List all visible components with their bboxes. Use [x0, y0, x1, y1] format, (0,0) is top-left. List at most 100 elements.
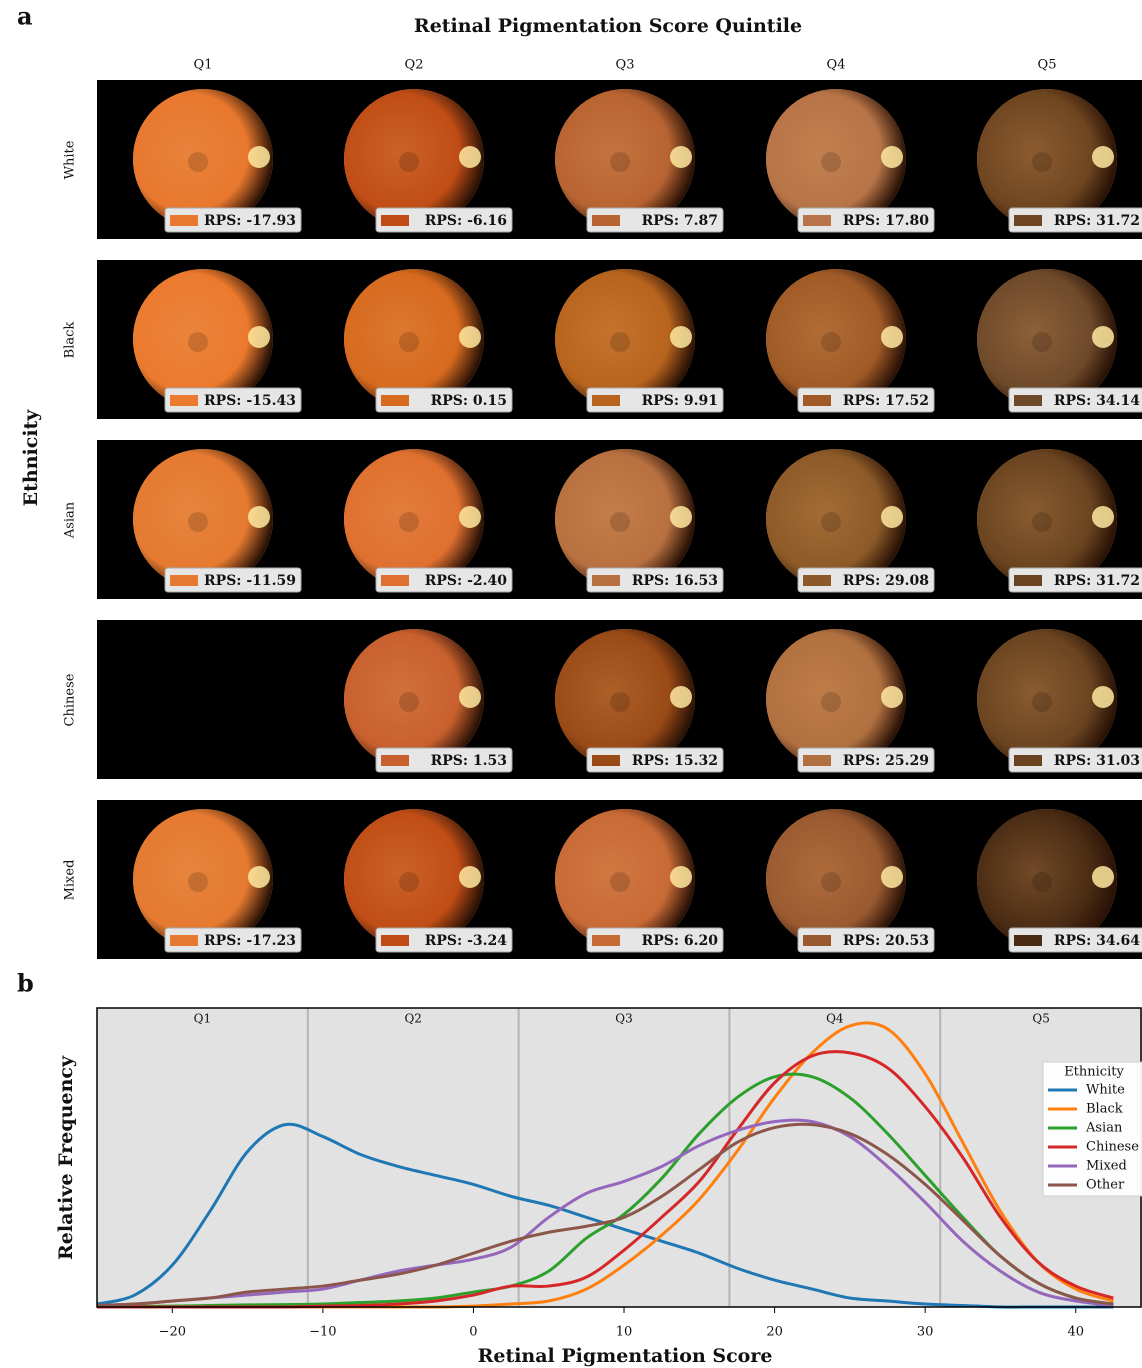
fundus-image [133, 89, 273, 229]
fundus-image [555, 449, 695, 589]
y-axis-label: Relative Frequency [55, 1055, 77, 1260]
score-swatch [1014, 395, 1042, 406]
score-swatch [170, 935, 198, 946]
row-axis-label: Ethnicity [20, 409, 42, 507]
score-label: RPS: 17.80 [843, 213, 929, 229]
score-swatch [1014, 755, 1042, 766]
quintile-label: Q5 [1032, 1012, 1049, 1026]
score-label: RPS: -17.93 [204, 213, 296, 229]
fundus-image [766, 449, 906, 589]
optic-disc [670, 146, 692, 168]
score-box [586, 207, 724, 233]
macula [188, 152, 208, 172]
fundus-image [977, 89, 1117, 229]
column-label: Q4 [827, 58, 846, 73]
score-label: RPS: 31.72 [1054, 573, 1140, 589]
column-label: Q2 [405, 58, 424, 73]
panel-title: Retinal Pigmentation Score Quintile [414, 15, 802, 37]
optic-disc [459, 326, 481, 348]
score-box [797, 747, 935, 773]
score-swatch [170, 395, 198, 406]
score-box [375, 567, 513, 593]
fundus-image [977, 809, 1117, 949]
legend-label: Asian [1085, 1121, 1123, 1136]
score-label: RPS: -11.59 [204, 573, 296, 589]
score-box [375, 747, 513, 773]
macula [1032, 512, 1052, 532]
optic-disc [881, 146, 903, 168]
score-box [1008, 567, 1142, 593]
optic-disc [1092, 506, 1114, 528]
macula [399, 512, 419, 532]
optic-disc [1092, 686, 1114, 708]
panel-label: b [17, 969, 34, 998]
macula [610, 512, 630, 532]
fundus-image [766, 629, 906, 769]
macula [1032, 872, 1052, 892]
macula [1032, 332, 1052, 352]
x-tick-label: 10 [616, 1325, 633, 1340]
score-swatch [381, 395, 409, 406]
optic-disc [670, 866, 692, 888]
score-label: RPS: 16.53 [632, 573, 718, 589]
fundus-image [344, 809, 484, 949]
panel-label: a [17, 2, 33, 31]
row-label: White [63, 140, 78, 179]
score-label: RPS: 31.72 [1054, 213, 1140, 229]
optic-disc [670, 506, 692, 528]
score-box [586, 567, 724, 593]
optic-disc [459, 686, 481, 708]
score-swatch [170, 575, 198, 586]
score-label: RPS: 29.08 [843, 573, 929, 589]
macula [1032, 152, 1052, 172]
score-box [797, 387, 935, 413]
optic-disc [459, 866, 481, 888]
macula [399, 152, 419, 172]
macula [399, 872, 419, 892]
score-swatch [803, 395, 831, 406]
row-label: Black [63, 322, 78, 359]
score-swatch [381, 935, 409, 946]
score-label: RPS: 34.64 [1054, 933, 1140, 949]
score-box [1008, 927, 1142, 953]
score-swatch [592, 935, 620, 946]
score-box [375, 387, 513, 413]
macula [610, 152, 630, 172]
fundus-image [555, 89, 695, 229]
fundus-image [133, 269, 273, 409]
quintile-label: Q3 [615, 1012, 632, 1026]
legend-label: Mixed [1086, 1159, 1127, 1174]
score-label: RPS: -15.43 [204, 393, 296, 409]
score-box [1008, 387, 1142, 413]
fundus-image [766, 89, 906, 229]
row-label: Mixed [63, 860, 78, 901]
quintile-label: Q1 [194, 1012, 211, 1026]
optic-disc [881, 506, 903, 528]
score-box [586, 387, 724, 413]
score-swatch [803, 755, 831, 766]
score-label: RPS: -2.40 [425, 573, 507, 589]
optic-disc [248, 506, 270, 528]
column-label: Q1 [194, 58, 213, 73]
x-tick-label: 20 [766, 1325, 783, 1340]
macula [821, 872, 841, 892]
x-axis-label: Retinal Pigmentation Score [478, 1345, 773, 1367]
score-label: RPS: 31.03 [1054, 753, 1140, 769]
score-box [1008, 207, 1142, 233]
score-box [164, 207, 302, 233]
optic-disc [1092, 326, 1114, 348]
macula [1032, 692, 1052, 712]
score-label: RPS: 17.52 [843, 393, 929, 409]
score-label: RPS: 6.20 [642, 933, 719, 949]
fundus-image [766, 809, 906, 949]
score-label: RPS: 20.53 [843, 933, 929, 949]
x-tick-label: −20 [159, 1325, 186, 1340]
score-swatch [592, 575, 620, 586]
row-label: Asian [63, 501, 78, 539]
legend-label: White [1086, 1083, 1125, 1098]
score-label: RPS: 15.32 [632, 753, 718, 769]
optic-disc [881, 326, 903, 348]
optic-disc [881, 686, 903, 708]
macula [399, 332, 419, 352]
